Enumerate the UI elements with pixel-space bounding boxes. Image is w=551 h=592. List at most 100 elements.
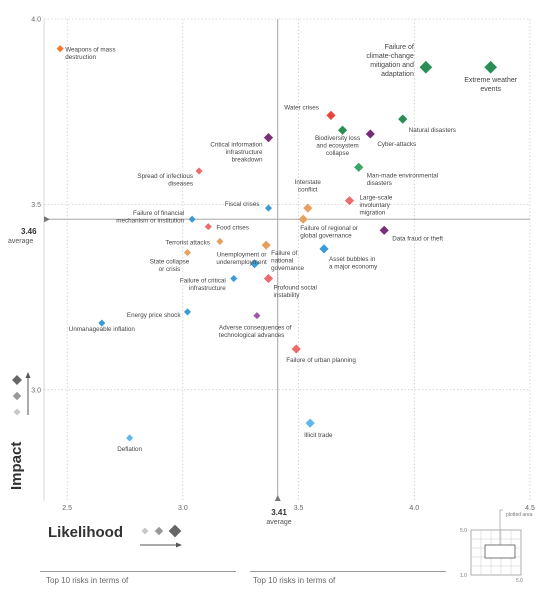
risk-point-label: Food crises bbox=[216, 225, 249, 232]
risk-point-label: Extreme weather events bbox=[464, 77, 518, 93]
footer-left-text: Top 10 risks in terms of bbox=[46, 576, 129, 585]
risk-point bbox=[126, 434, 134, 442]
inset-x-max: 5.0 bbox=[516, 578, 523, 584]
point-labels: Weapons of mass destruction Failure of clim… bbox=[65, 44, 518, 453]
tick-labels: 2.5 3.0 3.5 4.0 4.5 3.0 3.5 4.0 bbox=[31, 17, 535, 513]
risk-point bbox=[291, 344, 301, 354]
y-tick-label: 3.5 bbox=[31, 202, 41, 209]
risk-point-label: Failure of critical infrastructure bbox=[180, 278, 226, 293]
risk-point bbox=[56, 45, 64, 53]
risk-point bbox=[253, 312, 261, 320]
footer-rule-right bbox=[250, 571, 446, 572]
y-average-label: average bbox=[8, 238, 33, 245]
risk-point bbox=[484, 60, 498, 74]
plotted-area-inset: plotted area 5.0 1.0 5.0 bbox=[460, 509, 533, 584]
inset-plotted-box bbox=[484, 544, 516, 559]
risk-point bbox=[98, 319, 106, 327]
risk-point bbox=[398, 114, 408, 124]
risk-point-label: Data fraud or theft bbox=[392, 235, 443, 242]
risk-point bbox=[188, 215, 196, 223]
risk-point-label: Man-made environmental disasters bbox=[367, 172, 438, 187]
risk-point-label: Deflation bbox=[117, 446, 142, 453]
risk-point bbox=[298, 214, 308, 224]
risk-point bbox=[183, 308, 192, 316]
risk-point-label: Unmanageable inflation bbox=[69, 326, 136, 333]
likelihood-size-medium bbox=[154, 526, 164, 536]
risk-point bbox=[250, 259, 260, 269]
risk-point bbox=[263, 273, 274, 284]
x-average-value: 3.41 bbox=[271, 508, 287, 517]
likelihood-size-large bbox=[168, 524, 182, 538]
data-points bbox=[56, 45, 498, 442]
x-tick-label: 3.0 bbox=[178, 505, 188, 512]
risk-point bbox=[204, 223, 212, 231]
risk-point-label: Large-scale involuntary migration bbox=[359, 195, 392, 217]
risk-point bbox=[305, 418, 315, 428]
risk-point-label: Failure of national governance bbox=[271, 250, 304, 272]
risk-point-label: Interstate conflict bbox=[295, 179, 322, 194]
risk-point bbox=[216, 237, 224, 245]
inset-frame bbox=[470, 529, 522, 576]
risk-point-label: Fiscal crises bbox=[225, 201, 260, 208]
risk-point-label: Failure of regional or global governance bbox=[300, 225, 358, 240]
risk-point-label: Critical information infrastructure breakd… bbox=[210, 142, 263, 164]
x-tick-label: 4.5 bbox=[525, 505, 535, 512]
risk-point bbox=[344, 196, 355, 206]
risk-point bbox=[195, 167, 203, 175]
risk-point-label: Water crises bbox=[284, 104, 319, 111]
risk-point-label: Cyber-attacks bbox=[377, 141, 416, 148]
impact-size-legend bbox=[12, 372, 31, 416]
inset-title: plotted area bbox=[506, 512, 533, 518]
inset-min: 1.0 bbox=[460, 573, 467, 579]
risk-point-label: Natural disasters bbox=[409, 127, 456, 134]
risk-point bbox=[337, 125, 348, 135]
impact-arrowhead bbox=[25, 372, 31, 378]
risk-point bbox=[263, 133, 274, 143]
x-tick-label: 2.5 bbox=[62, 505, 72, 512]
risk-point-label: Energy price shock bbox=[127, 312, 181, 319]
risk-point-label: Asset bubbles in a major economy bbox=[329, 256, 378, 271]
x-axis-title: Likelihood bbox=[48, 524, 123, 541]
risk-point bbox=[264, 204, 273, 212]
risk-point bbox=[365, 129, 375, 139]
x-average-label: average bbox=[266, 519, 291, 526]
risk-point-label: Weapons of mass destruction bbox=[65, 47, 115, 62]
likelihood-size-small bbox=[141, 527, 149, 535]
risk-point-label: Spread of infectious diseases bbox=[137, 173, 193, 188]
size-legend-medium bbox=[12, 391, 22, 401]
risk-point bbox=[319, 244, 329, 254]
x-average-marker bbox=[274, 495, 281, 501]
size-legend-small bbox=[13, 408, 21, 416]
y-average-marker bbox=[44, 216, 50, 223]
risk-point-label: Terrorist attacks bbox=[165, 239, 209, 246]
footer-rule-left bbox=[40, 571, 236, 572]
likelihood-size-legend bbox=[140, 524, 182, 548]
risk-point-label: Adverse consequences of technological adv… bbox=[219, 325, 292, 340]
average-lines bbox=[44, 19, 530, 501]
risk-point-label: Failure of urban planning bbox=[286, 357, 356, 364]
risk-point bbox=[183, 249, 192, 257]
risk-point-label: Biodiversity loss and ecosystem collapse bbox=[315, 135, 360, 157]
risk-point-label: Illicit trade bbox=[304, 432, 333, 439]
risk-point-label: Failure of financial mechanism or institu… bbox=[116, 210, 184, 225]
risk-point-label: Unemployment or underemployment bbox=[216, 252, 267, 267]
grid-lines bbox=[43, 18, 531, 501]
risk-point bbox=[303, 203, 313, 213]
risk-point bbox=[379, 225, 389, 235]
size-legend-large bbox=[12, 375, 22, 385]
risk-point bbox=[261, 240, 271, 250]
risk-point bbox=[326, 110, 336, 120]
footer-right-text: Top 10 risks in terms of bbox=[253, 576, 336, 585]
inset-y-max: 5.0 bbox=[460, 528, 467, 534]
y-axis-title: Impact bbox=[8, 442, 25, 490]
x-tick-label: 3.5 bbox=[294, 505, 304, 512]
y-average-value: 3.46 bbox=[21, 227, 37, 236]
risk-point-label: Failure of climate-change mitigation and ad… bbox=[366, 44, 414, 78]
risk-point bbox=[354, 162, 364, 172]
y-tick-label: 4.0 bbox=[31, 17, 41, 24]
x-tick-label: 4.0 bbox=[409, 505, 419, 512]
risk-point bbox=[419, 60, 433, 74]
risk-point-label: State collapse or crisis bbox=[150, 259, 190, 274]
risk-point-label: Profound social instability bbox=[273, 285, 316, 300]
